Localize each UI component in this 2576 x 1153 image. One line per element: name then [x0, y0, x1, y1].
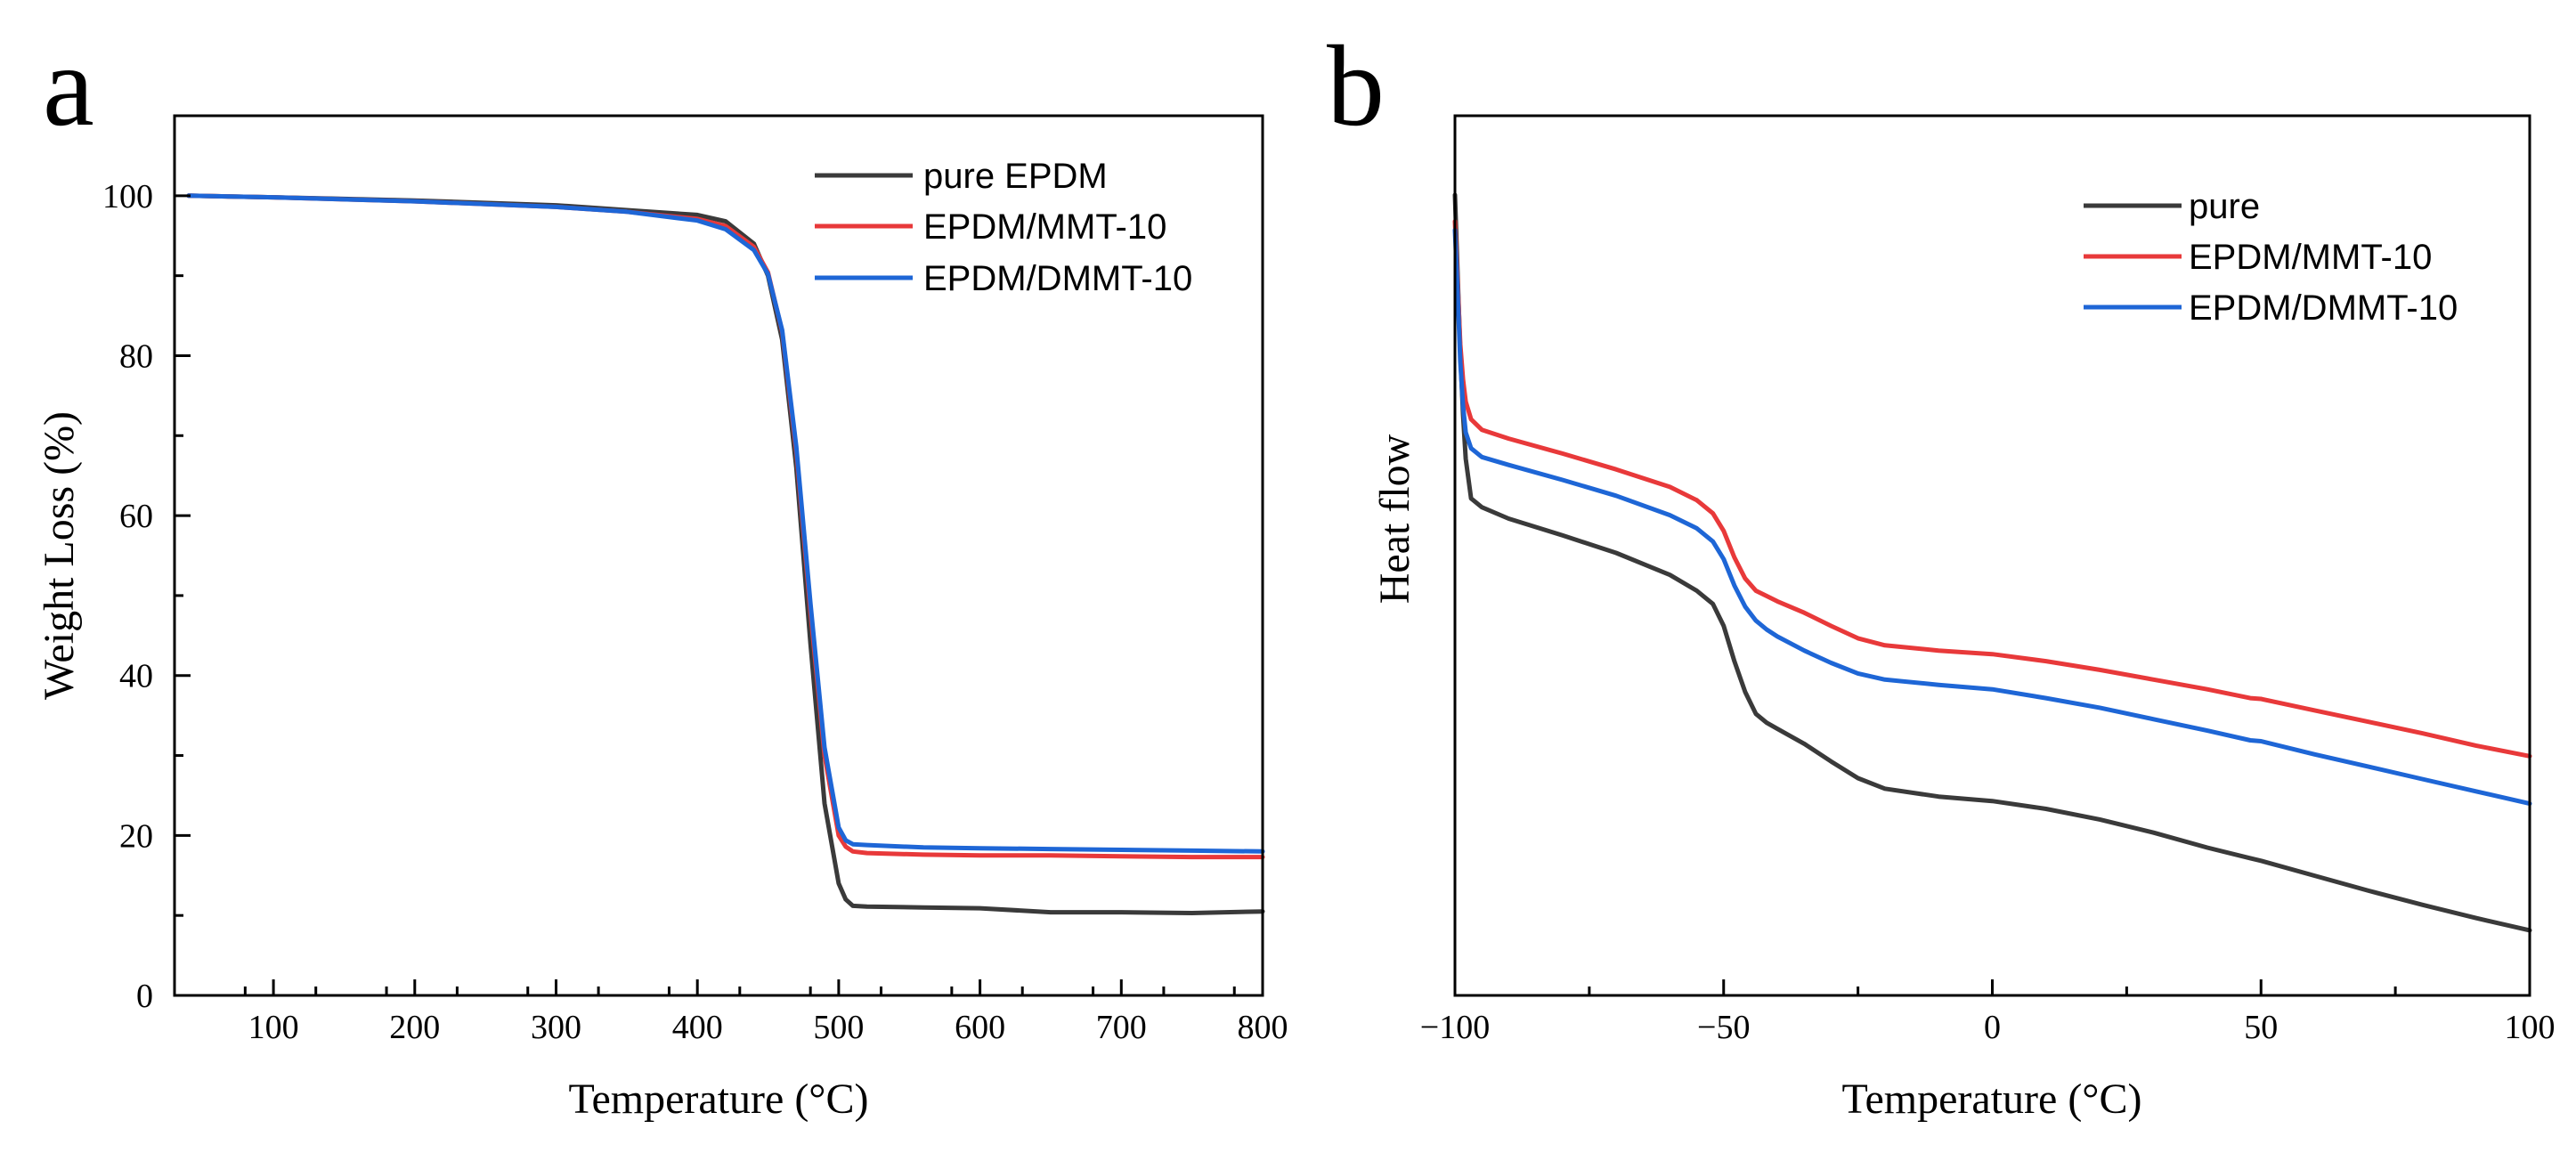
y-tick-label-a: 0 [136, 978, 153, 1015]
legend-label-epdm-dmmt-10: EPDM/DMMT-10 [923, 259, 1192, 298]
y-tick-label-a: 100 [102, 178, 153, 215]
x-tick-label-a: 300 [531, 1009, 581, 1046]
legend-label-epdm-mmt-10-b: EPDM/MMT-10 [2189, 238, 2432, 277]
panel-b-letter: b [1327, 22, 1385, 150]
y-tick-label-a: 80 [119, 337, 153, 375]
x-tick-label-a: 400 [672, 1009, 723, 1046]
panel-a-x-axis-title: Temperature (°C) [568, 1076, 868, 1123]
panel-a-legend: pure EPDM EPDM/MMT-10 EPDM/DMMT-10 [815, 157, 1192, 298]
x-tick-label-b: −50 [1697, 1009, 1750, 1046]
x-tick-label-b: 0 [1984, 1009, 2001, 1046]
panel-a-axes-frame [173, 114, 1264, 997]
x-tick-label-a: 700 [1096, 1009, 1147, 1046]
series-line-b-epdm-dmmt-10 [1452, 227, 2532, 807]
legend-label-pure: pure [2189, 187, 2260, 226]
panel-b-x-axis-title: Temperature (°C) [1841, 1076, 2141, 1123]
series-line-a-epdm-dmmt-10 [186, 193, 1265, 854]
x-tick-label-a: 500 [813, 1009, 864, 1046]
y-tick-label-a: 40 [119, 658, 153, 695]
panel-a-plot-area [186, 193, 1265, 915]
y-tick-label-a: 60 [119, 498, 153, 535]
x-tick-label-b: 50 [2244, 1009, 2278, 1046]
x-tick-label-a: 200 [389, 1009, 440, 1046]
x-tick-label-a: 600 [955, 1009, 1005, 1046]
y-tick-label-a: 20 [119, 817, 153, 855]
panel-a: a 100 200 300 400 500 600 700 800 0 20 40 60 80 100 T… [36, 22, 1288, 1123]
x-tick-label-b: −100 [1420, 1009, 1490, 1046]
series-line-a-pure-epdm [186, 193, 1265, 915]
x-tick-label-a: 800 [1238, 1009, 1288, 1046]
series-line-b-epdm-mmt-10 [1452, 219, 2532, 759]
panel-b: b −100 −50 0 50 100 Temperature (°C) Heat fl… [1327, 22, 2556, 1123]
legend-label-epdm-mmt-10: EPDM/MMT-10 [923, 207, 1166, 247]
legend-label-epdm-dmmt-10-b: EPDM/DMMT-10 [2189, 288, 2458, 328]
x-tick-label-b: 100 [2505, 1009, 2556, 1046]
panel-a-ticks: 100 200 300 400 500 600 700 800 0 20 40 60 80 100 [102, 114, 1288, 1046]
panel-b-plot-area [1452, 192, 2532, 933]
legend-label-pure-epdm: pure EPDM [923, 157, 1108, 196]
panel-a-letter: a [43, 22, 94, 150]
panel-b-y-axis-title: Heat flow [1371, 434, 1418, 604]
panel-b-legend: pure EPDM/MMT-10 EPDM/DMMT-10 [2084, 187, 2458, 328]
panel-b-ticks: −100 −50 0 50 100 [1420, 979, 2556, 1046]
x-tick-label-a: 100 [248, 1009, 299, 1046]
panel-a-y-axis-title: Weight Loss (%) [36, 411, 83, 700]
series-line-b-pure [1452, 192, 2532, 933]
